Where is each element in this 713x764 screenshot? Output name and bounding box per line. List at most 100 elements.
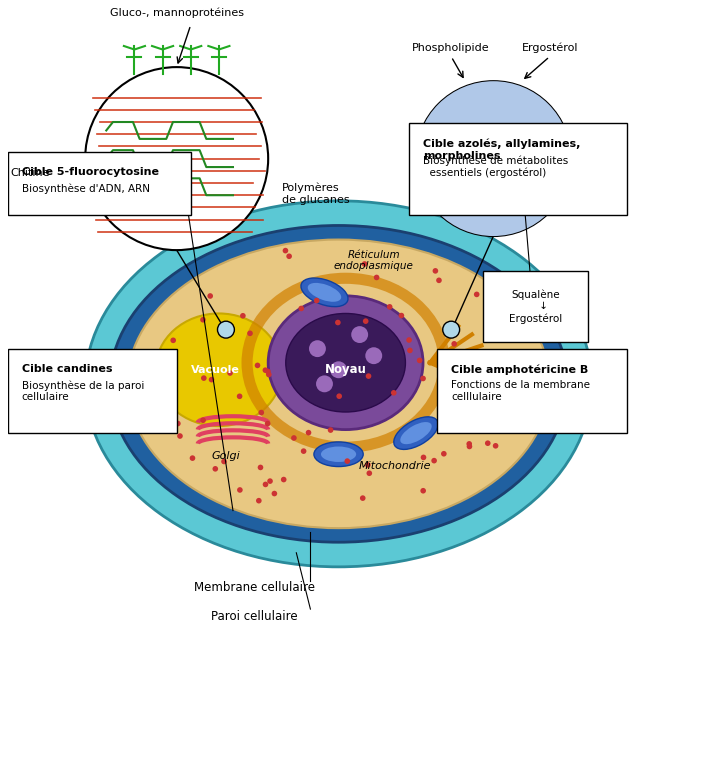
Circle shape [366,374,371,379]
FancyBboxPatch shape [437,348,627,433]
Circle shape [460,164,470,174]
Circle shape [344,458,350,464]
Text: Cible azolés, allylamines,
morpholines: Cible azolés, allylamines, morpholines [423,139,580,161]
Circle shape [272,490,277,497]
Circle shape [262,367,268,373]
Circle shape [471,164,481,174]
Circle shape [399,312,404,319]
FancyArrow shape [475,131,483,151]
Circle shape [461,364,467,369]
Ellipse shape [110,225,568,542]
Text: Squalène
     ↓
Ergostérol: Squalène ↓ Ergostérol [509,290,563,324]
Ellipse shape [394,417,438,449]
Circle shape [441,451,446,457]
Circle shape [486,292,492,297]
Circle shape [262,481,268,487]
Circle shape [221,458,227,465]
FancyArrow shape [503,131,512,151]
Circle shape [483,164,493,174]
FancyBboxPatch shape [8,151,191,215]
Circle shape [436,277,442,283]
Circle shape [433,268,438,274]
Circle shape [552,164,562,174]
Circle shape [407,348,413,353]
Circle shape [420,376,426,381]
Circle shape [291,435,297,441]
Circle shape [177,433,183,439]
Text: Gluco-, mannoprotéines: Gluco-, mannoprotéines [110,8,244,18]
Circle shape [207,293,213,299]
Circle shape [162,371,168,377]
Circle shape [416,81,571,236]
FancyArrow shape [531,131,540,151]
Text: Mitochondrie: Mitochondrie [359,461,431,471]
Circle shape [212,466,218,471]
Circle shape [517,164,527,174]
Circle shape [529,129,538,139]
Circle shape [330,361,347,378]
Text: Fonctions de la membrane
celllulaire: Fonctions de la membrane celllulaire [451,380,590,402]
Circle shape [306,430,312,435]
Circle shape [529,164,538,174]
Ellipse shape [314,442,363,467]
Text: Biosynthèse de métabolites
  essentiels (ergostérol): Biosynthèse de métabolites essentiels (e… [423,155,568,178]
Circle shape [190,455,195,461]
Circle shape [459,381,465,387]
Circle shape [360,495,366,501]
Circle shape [256,498,262,503]
Circle shape [365,348,382,364]
Circle shape [485,440,491,446]
Circle shape [314,298,319,303]
Circle shape [493,443,498,448]
Circle shape [265,368,271,374]
Ellipse shape [492,367,537,400]
Circle shape [474,292,480,297]
Circle shape [335,319,341,325]
Ellipse shape [321,446,356,462]
Circle shape [361,261,367,267]
Circle shape [391,390,396,396]
Text: Paroi cellulaire: Paroi cellulaire [211,610,297,623]
Circle shape [200,417,206,423]
Circle shape [255,363,260,368]
Ellipse shape [499,373,530,395]
Circle shape [443,321,460,338]
Circle shape [416,81,571,236]
Circle shape [421,488,426,494]
Circle shape [337,393,342,399]
Circle shape [328,427,334,433]
Text: Golgi: Golgi [212,451,240,461]
Circle shape [217,321,235,338]
Circle shape [257,465,263,470]
Ellipse shape [286,313,406,412]
Circle shape [471,129,481,139]
Circle shape [352,326,368,343]
Text: Biosynthèse d'ADN, ARN: Biosynthèse d'ADN, ARN [22,183,150,194]
Ellipse shape [268,296,423,429]
Circle shape [266,372,272,377]
Circle shape [309,340,326,357]
Circle shape [299,306,304,311]
Circle shape [483,129,493,139]
Circle shape [478,421,484,427]
Text: Cible amphotéricine B: Cible amphotéricine B [451,364,588,374]
FancyBboxPatch shape [8,348,177,433]
Text: Cible candines: Cible candines [22,364,113,374]
FancyBboxPatch shape [483,271,588,342]
Text: Polymères
de glucanes: Polymères de glucanes [282,183,350,205]
Circle shape [209,377,215,383]
Ellipse shape [128,240,550,528]
Circle shape [506,164,515,174]
Circle shape [374,274,379,280]
Circle shape [540,129,550,139]
Circle shape [287,254,292,259]
Circle shape [421,455,426,460]
Circle shape [431,458,437,464]
Circle shape [267,478,273,484]
Circle shape [406,337,412,343]
Circle shape [175,421,180,426]
Circle shape [227,371,233,376]
Text: Phospholipide: Phospholipide [412,43,490,53]
Circle shape [281,477,287,482]
Ellipse shape [140,366,156,401]
